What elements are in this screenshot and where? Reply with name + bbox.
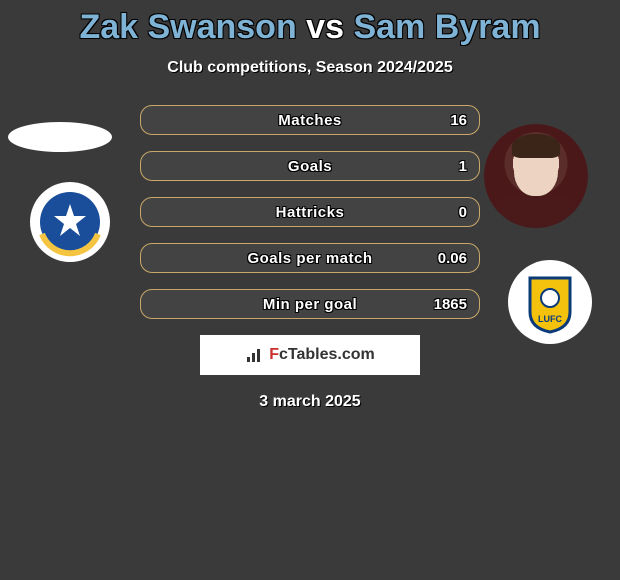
- player2-avatar: [484, 124, 588, 228]
- player2-club-badge: LUFC: [500, 260, 600, 344]
- brand-box[interactable]: FcTables.com: [200, 335, 420, 375]
- stat-label: Goals: [288, 158, 332, 175]
- player1-name: Zak Swanson: [79, 8, 296, 46]
- date-text: 3 march 2025: [0, 393, 620, 411]
- stat-value-right: 0: [459, 204, 467, 221]
- vs-text: vs: [306, 8, 344, 46]
- stat-label: Min per goal: [263, 296, 357, 313]
- brand-text: cTables.com: [279, 346, 375, 364]
- stat-label: Goals per match: [247, 250, 372, 267]
- stat-row: Goals 1: [140, 151, 480, 181]
- brand-chart-icon: [245, 346, 263, 364]
- stat-value-right: 16: [450, 112, 467, 129]
- stats-table: Matches 16 Goals 1 Hattricks 0 Goals per…: [140, 105, 480, 319]
- stat-row: Hattricks 0: [140, 197, 480, 227]
- stat-row: Min per goal 1865: [140, 289, 480, 319]
- stat-row: Matches 16: [140, 105, 480, 135]
- stat-value-right: 0.06: [438, 250, 467, 267]
- player2-name: Sam Byram: [353, 8, 540, 46]
- comparison-title: Zak Swanson vs Sam Byram: [0, 0, 620, 47]
- stat-label: Hattricks: [276, 204, 345, 221]
- stat-label: Matches: [278, 112, 342, 129]
- subtitle: Club competitions, Season 2024/2025: [0, 59, 620, 77]
- stat-value-right: 1: [459, 158, 467, 175]
- svg-text:LUFC: LUFC: [538, 314, 562, 324]
- stat-row: Goals per match 0.06: [140, 243, 480, 273]
- player1-avatar: [8, 122, 112, 152]
- player1-club-badge: [20, 180, 120, 264]
- brand-prefix: F: [269, 346, 279, 364]
- stat-value-right: 1865: [434, 296, 467, 313]
